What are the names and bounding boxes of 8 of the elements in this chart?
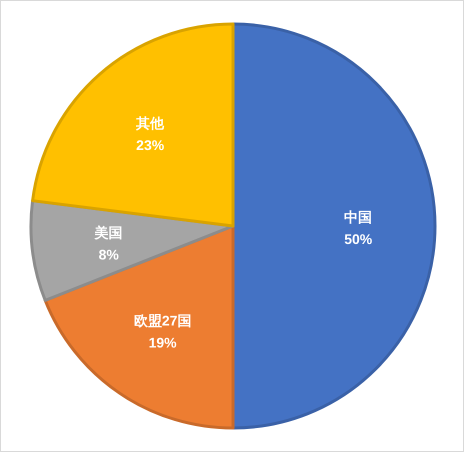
data-label: 8%	[98, 246, 120, 263]
data-label: 50%	[344, 231, 373, 247]
data-label: 19%	[148, 334, 178, 351]
slice-label: 欧盟27国	[134, 312, 192, 329]
data-label: 23%	[136, 137, 165, 154]
slice-label: 其他	[135, 115, 166, 132]
slice-label: 美国	[94, 224, 123, 241]
slice-label: 中国	[344, 209, 372, 225]
